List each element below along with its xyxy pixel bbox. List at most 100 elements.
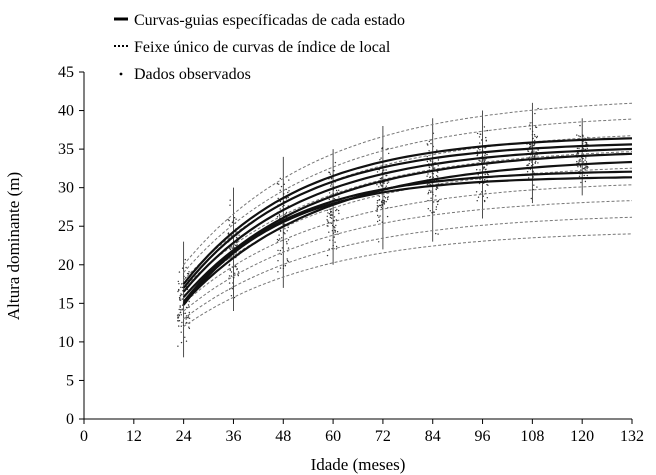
observed-point (178, 296, 181, 299)
observed-point (537, 162, 539, 164)
observed-point (278, 183, 280, 185)
observed-point (187, 273, 190, 275)
observed-point (428, 183, 430, 185)
observed-point (477, 196, 480, 198)
observed-point (582, 161, 585, 163)
observed-point (528, 177, 530, 179)
observed-point (484, 154, 486, 156)
observed-point (334, 161, 337, 164)
observed-point (278, 215, 281, 217)
observed-point (279, 189, 281, 191)
observed-point (482, 195, 484, 197)
observed-point (381, 221, 383, 223)
observed-point (229, 204, 231, 206)
observed-point (581, 157, 583, 159)
observed-point (276, 183, 279, 185)
observed-data-layer (176, 102, 589, 358)
observed-point (185, 306, 188, 309)
observed-point (286, 243, 288, 245)
observed-point (577, 166, 579, 168)
observed-point (437, 233, 439, 235)
y-tick-label: 5 (66, 372, 74, 389)
observed-point (378, 204, 380, 207)
observed-point (277, 249, 279, 252)
observed-point (385, 169, 387, 171)
observed-point (484, 159, 486, 161)
observed-point (583, 174, 585, 177)
observed-point (529, 160, 531, 162)
observed-point (330, 217, 333, 219)
observed-point (181, 286, 184, 289)
observed-point (279, 238, 281, 240)
observed-point (326, 219, 328, 221)
site-index-curve (183, 151, 633, 289)
observed-point (482, 168, 485, 170)
observed-point (180, 331, 182, 333)
observed-point (578, 135, 580, 137)
observed-point (528, 162, 530, 165)
x-tick-label: 108 (520, 428, 544, 445)
observed-point (537, 149, 539, 151)
observed-point (479, 142, 481, 144)
observed-point (188, 271, 190, 273)
observed-point (534, 112, 536, 115)
observed-point (378, 219, 381, 221)
observed-point (433, 201, 435, 203)
observed-point (428, 166, 430, 168)
observed-point (582, 157, 584, 160)
observed-point (533, 184, 535, 186)
observed-point (535, 160, 537, 162)
observed-point (426, 143, 428, 145)
observed-point (338, 189, 340, 191)
observed-point (278, 214, 281, 216)
observed-point (435, 208, 437, 211)
observed-point (428, 189, 430, 191)
observed-point (184, 312, 187, 314)
observed-point (287, 191, 289, 194)
observed-point (432, 165, 434, 167)
observed-point (177, 280, 179, 283)
observed-point (328, 192, 331, 194)
observed-point (536, 186, 538, 188)
observed-point (285, 198, 288, 200)
observed-point (429, 159, 431, 162)
observed-point (188, 300, 190, 303)
observed-point (428, 140, 430, 143)
observed-point (335, 224, 337, 227)
observed-point (280, 253, 282, 255)
observed-point (534, 162, 536, 164)
observed-point (188, 326, 190, 328)
observed-point (387, 181, 390, 183)
observed-point (586, 147, 588, 150)
observed-point (333, 219, 335, 222)
observed-point (379, 177, 382, 180)
observed-point (379, 215, 381, 217)
site-index-curve (183, 102, 633, 266)
observed-point (381, 178, 383, 180)
observed-point (580, 181, 582, 184)
observed-point (329, 239, 331, 241)
x-tick-label: 96 (475, 428, 491, 445)
observed-point (380, 184, 382, 186)
observed-point (229, 269, 231, 271)
observed-point (478, 136, 481, 138)
observed-point (528, 146, 531, 148)
observed-point (385, 185, 387, 187)
observed-point (327, 220, 329, 222)
observed-point (529, 122, 531, 124)
observed-point (228, 219, 230, 222)
observed-point (386, 197, 389, 199)
observed-point (181, 304, 184, 306)
observed-point (386, 182, 389, 184)
observed-point (331, 224, 334, 227)
observed-point (178, 289, 180, 291)
observed-point (330, 185, 332, 187)
observed-point (427, 173, 429, 175)
observed-point (526, 171, 529, 173)
observed-point (435, 188, 437, 191)
observed-point (334, 227, 336, 229)
observed-point (232, 286, 234, 288)
observed-point (486, 164, 488, 166)
observed-point (231, 221, 234, 224)
observed-point (237, 274, 239, 277)
